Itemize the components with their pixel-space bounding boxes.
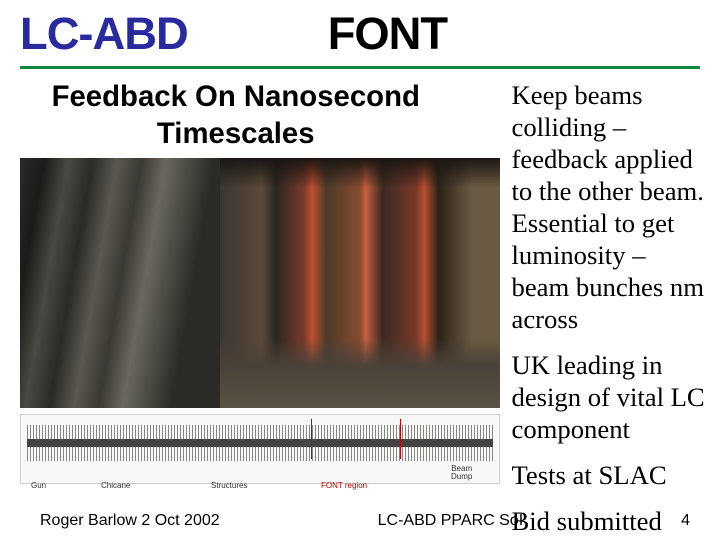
footer-page-number: 4 [681, 512, 690, 530]
paragraph-1: Keep beams colliding – feedback applied … [511, 79, 708, 335]
diagram-label-structures: Structures [211, 481, 247, 490]
photo-composite [20, 158, 500, 408]
footer-center-text: LC-ABD PPARC SoI [220, 512, 681, 530]
diagram-font-region-marker [311, 419, 401, 459]
diagram-label-gun: Gun [31, 481, 46, 490]
photo-left-panel [20, 158, 220, 408]
left-column: Feedback On Nanosecond Timescales Gun Ch… [20, 79, 501, 551]
diagram-label-beam-dump: Beam Dump [451, 465, 472, 481]
header-left-title: LC-ABD [20, 8, 188, 60]
slide-header: LC-ABD FONT [0, 0, 720, 62]
paragraph-2: UK leading in design of vital LC compone… [511, 349, 708, 445]
beamline-diagram: Gun Chicane Structures FONT region Beam … [20, 414, 500, 484]
diagram-label-font-region: FONT region [321, 481, 367, 490]
right-column: Keep beams colliding – feedback applied … [501, 79, 708, 551]
diagram-beamline-band [27, 425, 493, 461]
paragraph-3: Tests at SLAC [511, 459, 708, 491]
slide-footer: Roger Barlow 2 Oct 2002 LC-ABD PPARC SoI… [0, 512, 720, 530]
photo-right-panel [220, 158, 500, 408]
header-right-title: FONT [328, 8, 447, 60]
subtitle: Feedback On Nanosecond Timescales [20, 79, 501, 152]
subtitle-line1: Feedback On Nanosecond [20, 79, 451, 116]
content-area: Feedback On Nanosecond Timescales Gun Ch… [0, 69, 720, 551]
diagram-label-chicane: Chicane [101, 481, 130, 490]
subtitle-line2: Timescales [20, 116, 451, 153]
footer-author-date: Roger Barlow 2 Oct 2002 [40, 512, 220, 530]
